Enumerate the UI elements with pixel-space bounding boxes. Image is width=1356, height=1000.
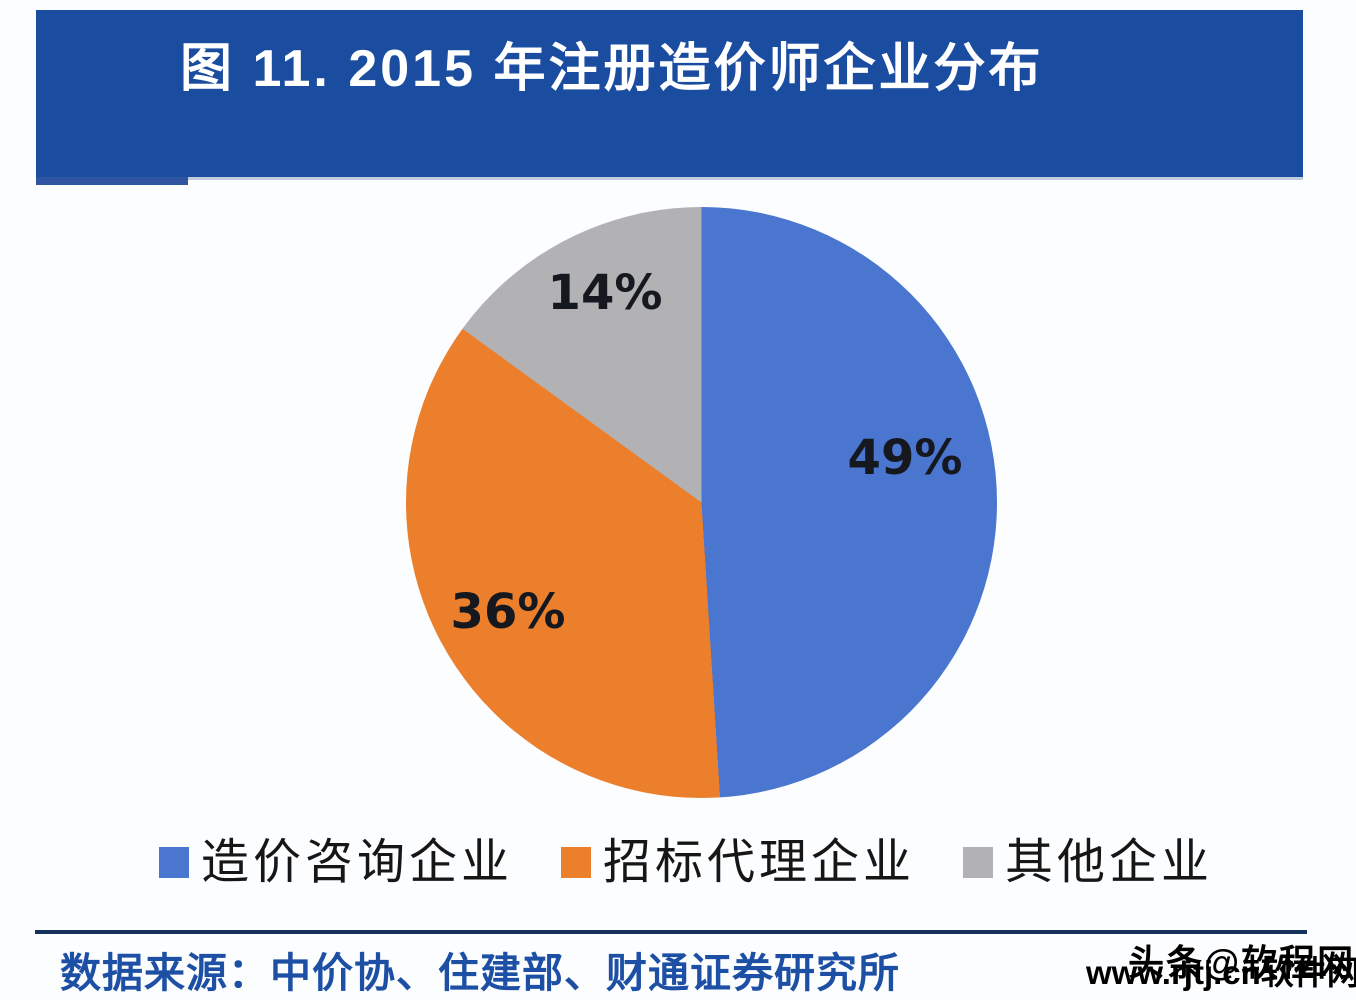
watermark-layer-url: www.rjtj.cn软件网 <box>1086 954 1356 991</box>
legend-swatch-orange-icon <box>561 846 592 878</box>
watermark-layer-toutiao: 头条@软程网 <box>1128 942 1356 983</box>
figure-title-banner: 图 11. 2015 年注册造价师企业分布 <box>36 10 1303 177</box>
legend-item-cost-consulting: 造价咨询企业 <box>159 836 513 889</box>
legend-swatch-gray-icon <box>963 846 994 878</box>
legend-item-other: 其他企业 <box>963 836 1213 889</box>
legend-item-bidding-agency: 招标代理企业 <box>561 836 915 889</box>
pie-slice-label-other: 14% <box>547 265 663 321</box>
pie-slice-label-cost-consulting: 49% <box>847 430 963 486</box>
legend-label-cost-consulting: 造价咨询企业 <box>201 834 514 890</box>
legend-label-bidding-agency: 招标代理企业 <box>603 834 916 890</box>
banner-shadow-notch <box>36 177 188 185</box>
pie-chart <box>406 207 997 798</box>
legend-swatch-blue-icon <box>159 846 189 878</box>
chart-legend: 造价咨询企业 招标代理企业 其他企业 <box>159 836 1213 889</box>
data-source-text: 数据来源：中价协、住建部、财通证券研究所 <box>60 950 900 996</box>
figure-title: 图 11. 2015 年注册造价师企业分布 <box>180 40 1044 98</box>
pie-slice-label-bidding-agency: 36% <box>450 584 566 640</box>
legend-label-other: 其他企业 <box>1005 834 1214 890</box>
source-divider-rule <box>35 930 1307 934</box>
